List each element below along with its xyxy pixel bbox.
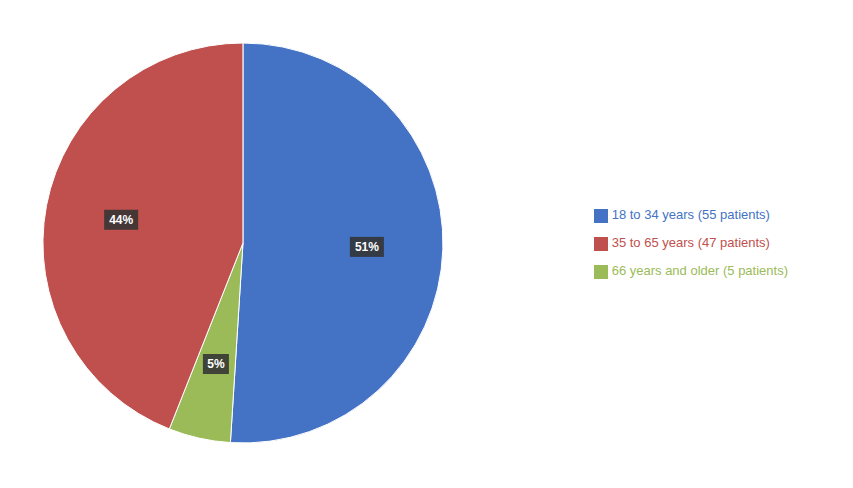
svg-text:44%: 44% bbox=[109, 213, 133, 227]
svg-text:51%: 51% bbox=[355, 240, 379, 254]
html-text:18 to 34 years (55 patients): 18 to 34 years (55 patients) bbox=[611, 207, 770, 222]
svg-text:5%: 5% bbox=[207, 357, 225, 371]
html-text:35 to 65 years (47 patients): 35 to 65 years (47 patients) bbox=[611, 235, 770, 250]
html-text:66 years and older (5 patients: 66 years and older (5 patients) bbox=[611, 263, 788, 278]
